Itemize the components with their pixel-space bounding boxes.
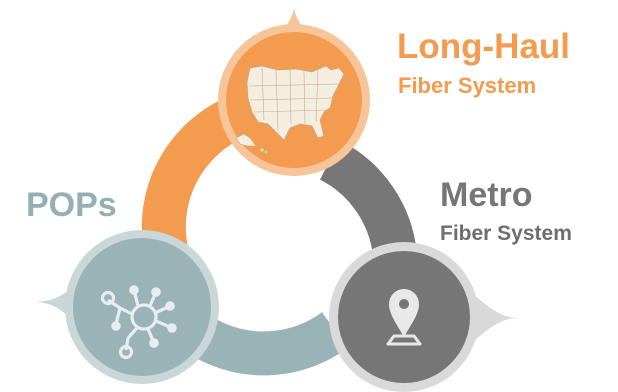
long-haul-subtitle: Fiber System xyxy=(398,73,537,98)
cycle-ring xyxy=(141,96,417,376)
node-pops xyxy=(34,230,219,384)
network-hub-icon xyxy=(100,285,177,360)
metro-subtitle: Fiber System xyxy=(440,222,572,245)
usa-map-icon xyxy=(235,65,345,154)
map-pin-icon xyxy=(386,289,422,346)
node-long-haul xyxy=(218,8,370,176)
node-metro xyxy=(329,242,522,392)
metro-title: Metro xyxy=(440,176,533,214)
ring-arc-pops-to-longhaul xyxy=(141,96,246,255)
ring-arc-longhaul-to-metro xyxy=(319,140,417,258)
ring-arc-metro-to-pops xyxy=(194,311,349,376)
pops-title: POPs xyxy=(26,186,117,224)
pops-inner-circle xyxy=(73,238,211,376)
long-haul-title: Long-Haul xyxy=(397,27,571,66)
